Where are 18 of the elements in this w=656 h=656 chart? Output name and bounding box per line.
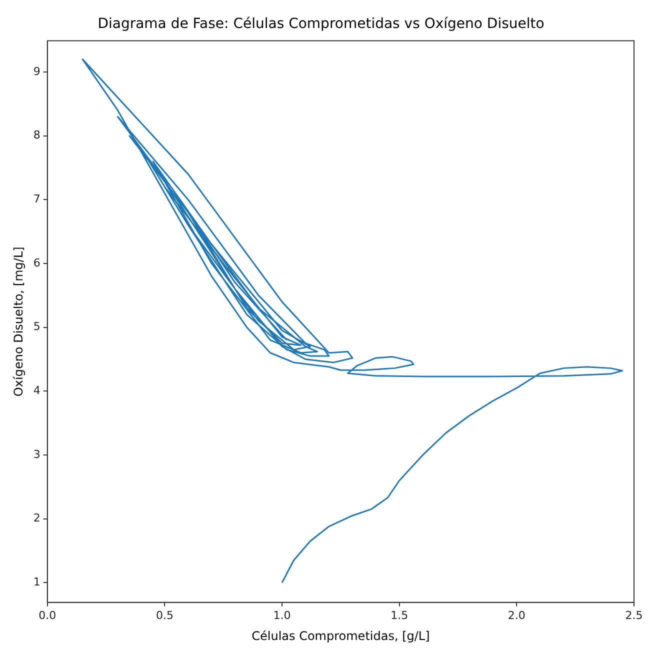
x-tick-label: 0.0 <box>38 608 56 622</box>
y-tick-label: 6 <box>33 256 40 270</box>
x-tick-label: 1.5 <box>390 608 408 622</box>
y-tick-label: 9 <box>33 64 40 78</box>
x-tick-label: 1.0 <box>273 608 291 622</box>
y-tick-label: 7 <box>33 192 40 206</box>
x-axis-title: Células Comprometidas, [g/L] <box>252 628 430 643</box>
x-tick-label: 2.5 <box>625 608 643 622</box>
chart-title: Diagrama de Fase: Células Comprometidas vs Oxígeno Disuelto <box>98 16 544 32</box>
y-tick-label: 3 <box>33 448 40 461</box>
x-tick-label: 0.5 <box>156 608 174 622</box>
x-tick-label: 2.0 <box>508 608 526 622</box>
y-tick-label: 5 <box>33 320 40 334</box>
y-axis-title: Oxígeno Disuelto, [mg/L] <box>11 246 26 397</box>
y-tick-label: 2 <box>33 512 40 525</box>
y-tick-label: 1 <box>33 575 40 588</box>
y-tick-label: 4 <box>33 384 40 398</box>
y-tick-label: 8 <box>33 128 40 142</box>
